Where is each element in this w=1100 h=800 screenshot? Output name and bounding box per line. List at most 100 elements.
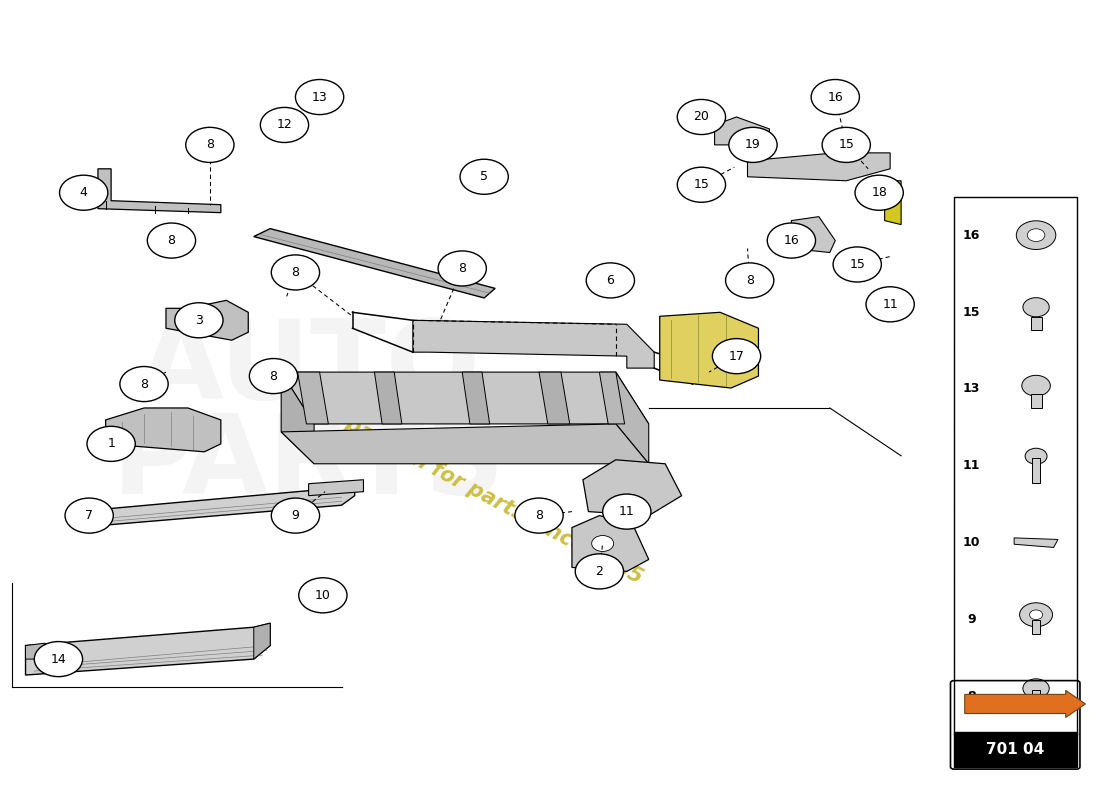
Text: 8: 8 bbox=[459, 262, 466, 275]
Text: 1: 1 bbox=[107, 438, 116, 450]
Circle shape bbox=[186, 127, 234, 162]
Circle shape bbox=[833, 247, 881, 282]
Polygon shape bbox=[254, 623, 271, 659]
Polygon shape bbox=[106, 408, 221, 452]
FancyBboxPatch shape bbox=[1032, 458, 1041, 483]
FancyBboxPatch shape bbox=[1032, 619, 1041, 634]
Circle shape bbox=[120, 366, 168, 402]
Circle shape bbox=[87, 426, 135, 462]
Polygon shape bbox=[715, 117, 769, 145]
Text: 14: 14 bbox=[51, 653, 66, 666]
Text: 6: 6 bbox=[606, 274, 614, 287]
Circle shape bbox=[603, 494, 651, 529]
Text: 16: 16 bbox=[783, 234, 800, 247]
Circle shape bbox=[59, 175, 108, 210]
Circle shape bbox=[866, 286, 914, 322]
Circle shape bbox=[438, 251, 486, 286]
Text: 8: 8 bbox=[270, 370, 277, 382]
Polygon shape bbox=[462, 372, 490, 424]
Text: 15: 15 bbox=[962, 306, 980, 318]
Polygon shape bbox=[660, 312, 759, 388]
Text: 17: 17 bbox=[728, 350, 745, 362]
FancyBboxPatch shape bbox=[1032, 690, 1041, 710]
FancyBboxPatch shape bbox=[1031, 317, 1042, 330]
Circle shape bbox=[592, 535, 614, 551]
Circle shape bbox=[811, 79, 859, 114]
Polygon shape bbox=[25, 623, 271, 675]
Circle shape bbox=[1022, 375, 1050, 396]
Circle shape bbox=[586, 263, 635, 298]
Polygon shape bbox=[1014, 538, 1058, 547]
Text: 9: 9 bbox=[292, 509, 299, 522]
Circle shape bbox=[1027, 229, 1045, 242]
Polygon shape bbox=[791, 217, 835, 253]
Polygon shape bbox=[25, 643, 45, 659]
Polygon shape bbox=[282, 424, 649, 464]
Text: 8: 8 bbox=[535, 509, 543, 522]
Text: 701 04: 701 04 bbox=[986, 742, 1044, 758]
Polygon shape bbox=[374, 372, 401, 424]
Text: 13: 13 bbox=[311, 90, 328, 103]
Text: 5: 5 bbox=[481, 170, 488, 183]
Text: 4: 4 bbox=[79, 186, 88, 199]
Circle shape bbox=[261, 107, 309, 142]
Polygon shape bbox=[282, 372, 315, 464]
Text: 13: 13 bbox=[962, 382, 980, 395]
Circle shape bbox=[296, 79, 343, 114]
Text: 16: 16 bbox=[962, 229, 980, 242]
Circle shape bbox=[767, 223, 815, 258]
Polygon shape bbox=[298, 372, 329, 424]
Circle shape bbox=[1030, 610, 1043, 619]
Text: AUTO
PARTS: AUTO PARTS bbox=[112, 315, 505, 517]
Text: 8: 8 bbox=[967, 690, 976, 703]
Text: 15: 15 bbox=[693, 178, 710, 191]
FancyBboxPatch shape bbox=[954, 731, 1077, 766]
Text: 18: 18 bbox=[871, 186, 887, 199]
Polygon shape bbox=[254, 229, 495, 298]
Text: 15: 15 bbox=[849, 258, 866, 271]
Circle shape bbox=[726, 263, 773, 298]
Polygon shape bbox=[583, 460, 682, 515]
Circle shape bbox=[1023, 679, 1049, 698]
Circle shape bbox=[1016, 221, 1056, 250]
Circle shape bbox=[1023, 298, 1049, 317]
Circle shape bbox=[250, 358, 298, 394]
Text: 9: 9 bbox=[967, 613, 976, 626]
Text: 8: 8 bbox=[167, 234, 176, 247]
Polygon shape bbox=[98, 169, 221, 213]
Circle shape bbox=[713, 338, 761, 374]
Text: 15: 15 bbox=[838, 138, 855, 151]
Polygon shape bbox=[616, 372, 649, 464]
Circle shape bbox=[34, 642, 82, 677]
Circle shape bbox=[515, 498, 563, 533]
Polygon shape bbox=[282, 372, 649, 424]
Text: 11: 11 bbox=[962, 459, 980, 472]
Circle shape bbox=[855, 175, 903, 210]
Circle shape bbox=[678, 99, 726, 134]
Text: 2: 2 bbox=[595, 565, 603, 578]
Text: 8: 8 bbox=[206, 138, 213, 151]
Text: 3: 3 bbox=[195, 314, 202, 326]
Text: 16: 16 bbox=[827, 90, 844, 103]
Circle shape bbox=[1020, 602, 1053, 626]
Circle shape bbox=[299, 578, 346, 613]
Circle shape bbox=[575, 554, 624, 589]
Circle shape bbox=[65, 498, 113, 533]
Circle shape bbox=[272, 498, 320, 533]
Circle shape bbox=[678, 167, 726, 202]
Text: 19: 19 bbox=[745, 138, 761, 151]
FancyArrow shape bbox=[967, 703, 1081, 714]
Polygon shape bbox=[278, 113, 307, 129]
Text: 12: 12 bbox=[276, 118, 293, 131]
Polygon shape bbox=[600, 372, 625, 424]
Circle shape bbox=[147, 223, 196, 258]
Polygon shape bbox=[76, 484, 354, 527]
Circle shape bbox=[272, 255, 320, 290]
Circle shape bbox=[1025, 448, 1047, 464]
Polygon shape bbox=[166, 300, 249, 340]
Polygon shape bbox=[412, 320, 654, 368]
Text: 8: 8 bbox=[292, 266, 299, 279]
Circle shape bbox=[822, 127, 870, 162]
Polygon shape bbox=[539, 372, 570, 424]
Text: 8: 8 bbox=[746, 274, 754, 287]
